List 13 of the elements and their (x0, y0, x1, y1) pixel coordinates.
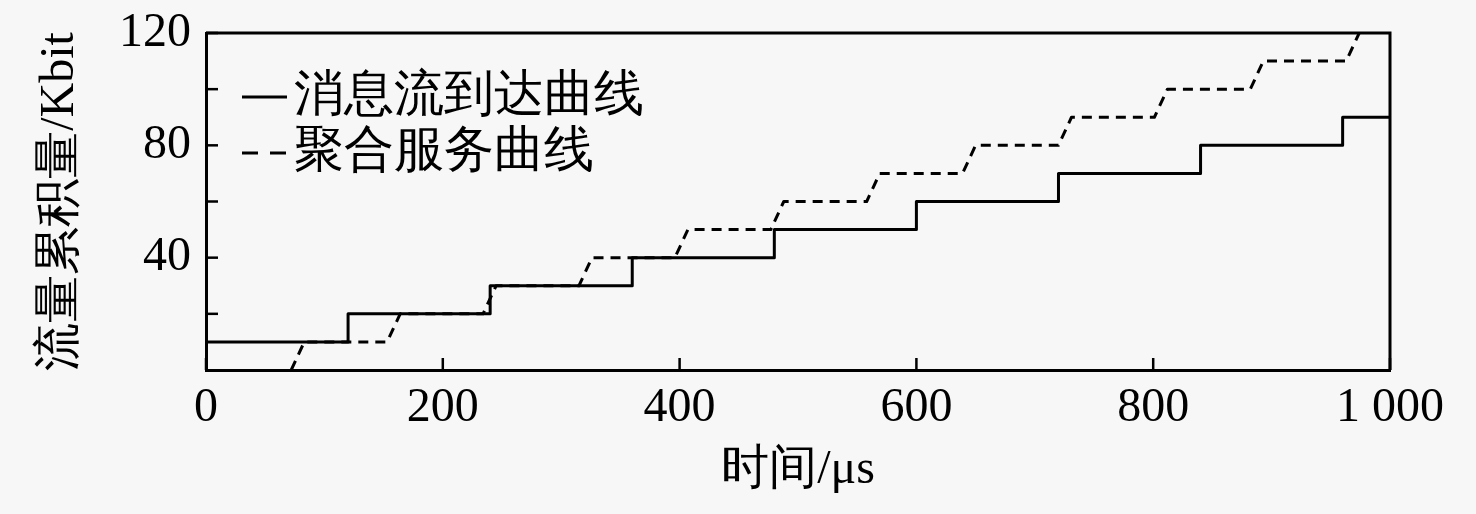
y-tick-label: 120 (119, 2, 191, 56)
legend-label: 聚合服务曲线 (294, 121, 594, 178)
y-axis-title: 流量累积量/Kbit (29, 31, 83, 371)
legend-label: 消息流到达曲线 (294, 65, 644, 122)
x-tick-label: 0 (194, 377, 218, 431)
y-tick-label: 40 (143, 227, 191, 281)
x-tick-label: 200 (406, 377, 479, 431)
x-tick-label: 800 (1117, 377, 1190, 431)
x-tick-label: 400 (643, 377, 716, 431)
x-tick-label: 600 (880, 377, 953, 431)
y-tick-label: 80 (143, 114, 191, 168)
x-axis-title: 时间/μs (721, 439, 875, 493)
x-tick-label: 1 000 (1336, 377, 1444, 431)
